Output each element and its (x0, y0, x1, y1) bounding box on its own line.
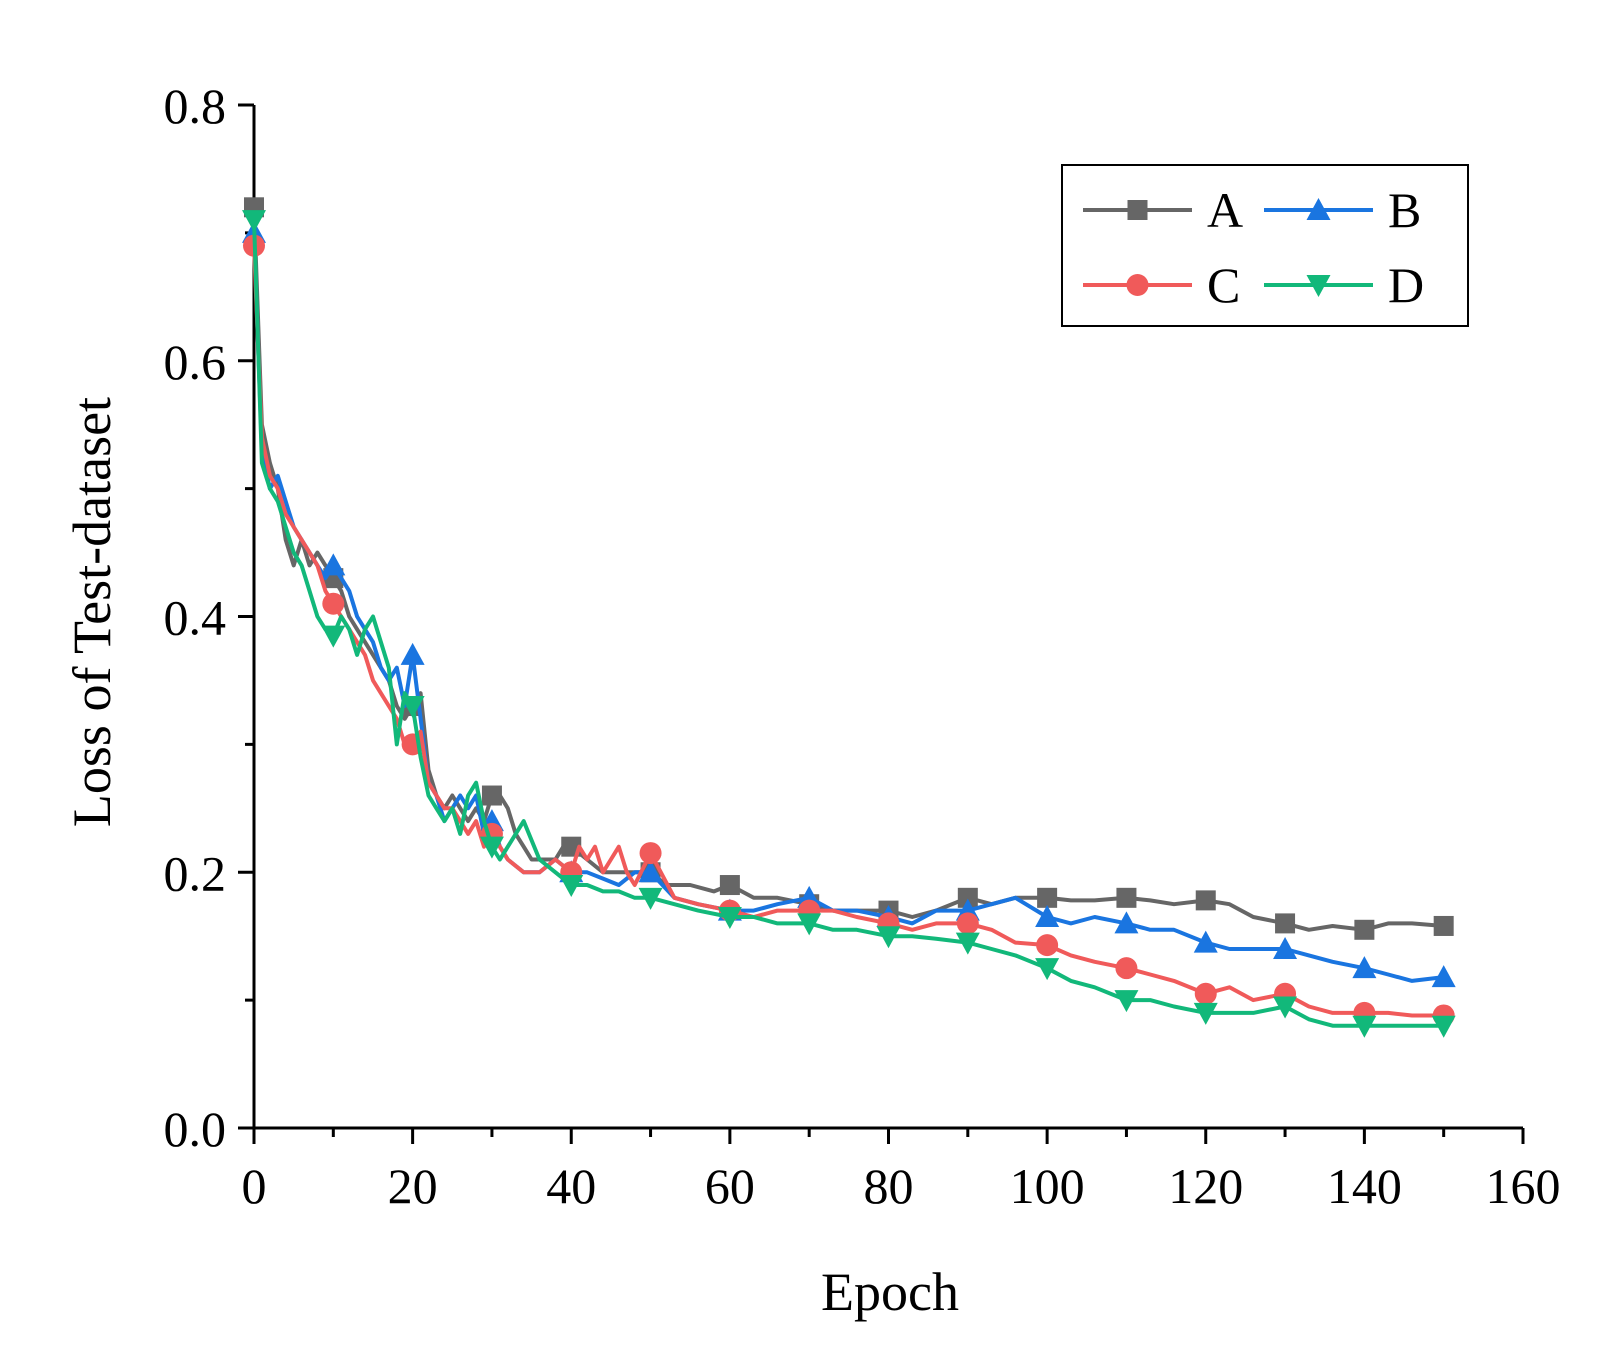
y-tick-label: 0.4 (164, 590, 227, 646)
series-d-point (1273, 996, 1298, 1019)
series-a-point (957, 887, 978, 908)
series-a-point (481, 785, 502, 806)
legend-label-c: C (1207, 257, 1240, 313)
series-d-point (1193, 1002, 1218, 1025)
y-tick-label: 0.2 (164, 845, 227, 901)
series-d-point (242, 210, 266, 233)
x-tick-label: 60 (705, 1158, 755, 1214)
series-c (243, 234, 1455, 1027)
legend-swatch-d-marker (1306, 275, 1331, 297)
y-tick-label: 0.6 (164, 334, 227, 390)
series-b-point (1035, 905, 1060, 928)
series-a-point (1275, 913, 1296, 934)
series-c-line (252, 245, 1444, 1018)
x-tick-label: 40 (546, 1158, 596, 1214)
series-a-point (1433, 915, 1454, 936)
y-axis-title: Loss of Test-dataset (62, 397, 122, 827)
series-c-point (322, 592, 345, 615)
x-tick-label: 120 (1168, 1158, 1243, 1214)
series-a-line (252, 207, 1444, 932)
series-b-point (400, 642, 425, 665)
series-b-point (321, 553, 346, 576)
series-d-point (479, 836, 504, 859)
series-c-point (1115, 957, 1138, 980)
series-c-point (1194, 982, 1217, 1005)
x-tick-label: 100 (1010, 1158, 1085, 1214)
series-b-point (1193, 930, 1218, 953)
series-d-point (1035, 958, 1060, 981)
legend-swatch-a-marker (1127, 200, 1148, 220)
series-a-point (1195, 890, 1216, 911)
series-b (242, 220, 1456, 988)
series-d-point (717, 907, 742, 930)
series-d-point (1352, 1015, 1377, 1038)
series-c-point (1036, 934, 1059, 957)
legend-swatch-c-marker (1126, 274, 1149, 296)
x-tick-label: 20 (388, 1158, 438, 1214)
series-d-point (400, 696, 425, 719)
series-b-line (252, 232, 1444, 983)
series-d-point (955, 932, 980, 955)
legend-label-a: A (1207, 182, 1243, 238)
series-d-point (321, 625, 346, 648)
legend-label-d: D (1388, 257, 1424, 313)
x-axis-title: Epoch (821, 1262, 959, 1322)
legend-swatch-b-marker (1306, 198, 1331, 220)
series-a-point (1037, 887, 1058, 908)
series-b-point (1273, 936, 1298, 959)
series-a-point (1116, 887, 1137, 908)
legend-swatches (1083, 198, 1373, 297)
series-d-point (1431, 1015, 1456, 1038)
series-d-point (638, 887, 663, 910)
x-tick-label: 140 (1327, 1158, 1402, 1214)
series-d-point (797, 913, 822, 936)
series-d-line (252, 220, 1444, 1028)
series-d-point (1114, 990, 1139, 1013)
series-c-point (639, 842, 662, 865)
series-b-point (1431, 965, 1456, 988)
series-d (242, 210, 1456, 1038)
tick-labels: 0 20 40 60 80 100 120 140 160 0.0 0.2 0.4 0.6 0.8 (164, 78, 1561, 1214)
series-lines (242, 197, 1456, 1038)
x-tick-label: 160 (1486, 1158, 1561, 1214)
series-b-point (1352, 956, 1377, 979)
series-d-point (876, 926, 901, 949)
series-b-point (638, 860, 663, 883)
y-tick-label: 0.8 (164, 78, 227, 134)
legend-label-b: B (1388, 182, 1421, 238)
series-b-point (1114, 911, 1139, 934)
legend-box (1061, 164, 1469, 327)
legend: A B C D (1061, 164, 1469, 327)
series-a-point (1354, 919, 1375, 940)
series-d-point (559, 875, 584, 898)
series-a-point (719, 875, 740, 896)
x-tick-label: 0 (242, 1158, 267, 1214)
y-tick-label: 0.0 (164, 1101, 227, 1157)
series-c-point (956, 912, 979, 935)
x-tick-label: 80 (864, 1158, 914, 1214)
